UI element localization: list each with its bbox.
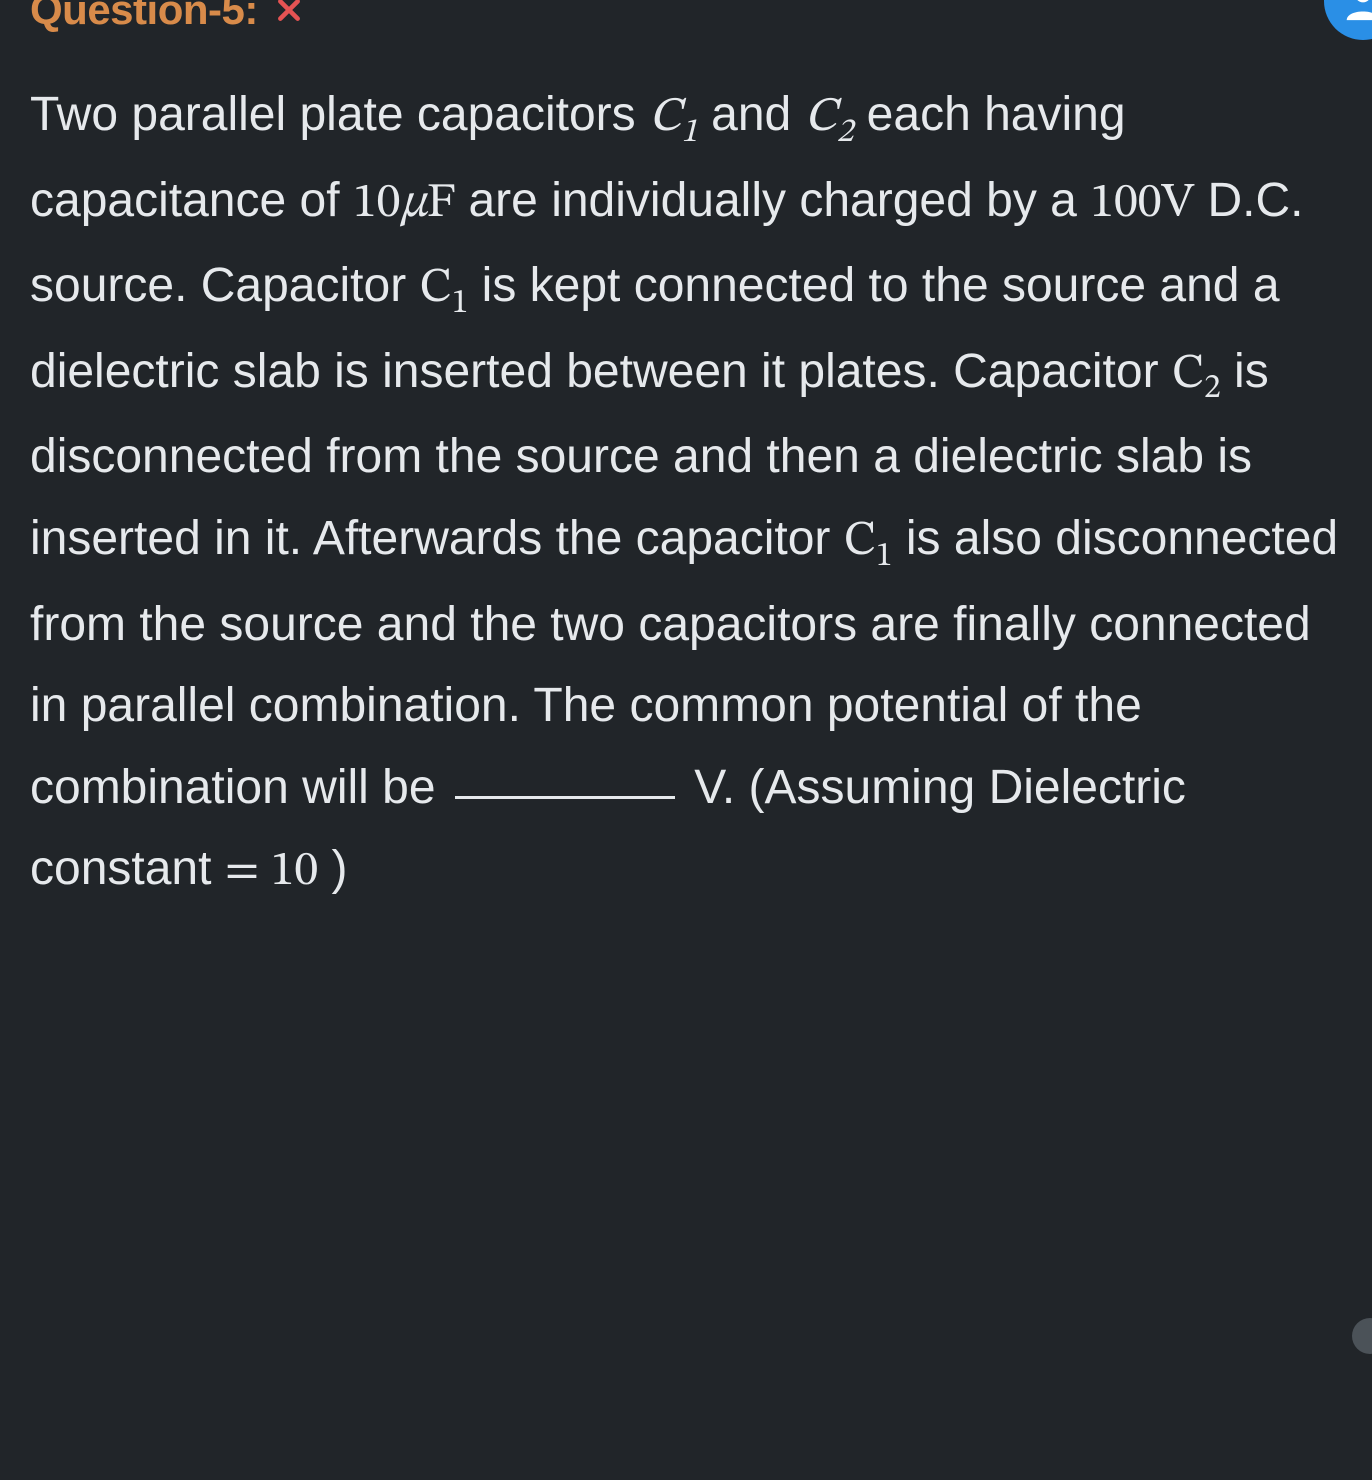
side-floating-button[interactable] bbox=[1352, 1318, 1372, 1354]
val-10: 10 bbox=[353, 180, 401, 228]
text: are individually charged by a bbox=[455, 174, 1090, 227]
c: C bbox=[420, 265, 452, 313]
var-c2b: C2 bbox=[1172, 351, 1221, 399]
sub: 2 bbox=[837, 115, 854, 149]
var-c1b: C1 bbox=[420, 265, 469, 313]
question-container: Question-5: Two parallel plate capacitor… bbox=[0, 0, 1372, 934]
sub: 2 bbox=[1204, 371, 1221, 405]
var-c1: C1 bbox=[649, 94, 698, 142]
c: C bbox=[649, 94, 681, 142]
mu: μ bbox=[400, 180, 427, 228]
text: Two parallel plate capacitors bbox=[30, 88, 649, 141]
sub: 1 bbox=[452, 286, 469, 320]
question-number-label: Question-5: bbox=[30, 0, 258, 34]
var-c2: C2 bbox=[805, 94, 854, 142]
var-c1c: C1 bbox=[844, 518, 893, 566]
unit-v: V bbox=[1161, 180, 1194, 228]
text: ) bbox=[318, 842, 347, 895]
c: C bbox=[844, 518, 876, 566]
question-header: Question-5: bbox=[30, 0, 1352, 34]
val-10b: 10 bbox=[271, 848, 319, 896]
unit-f: F bbox=[427, 180, 455, 228]
c: C bbox=[1172, 351, 1204, 399]
text: and bbox=[698, 88, 805, 141]
sub: 1 bbox=[681, 115, 698, 149]
incorrect-cross-icon bbox=[276, 0, 302, 23]
answer-blank[interactable] bbox=[455, 796, 675, 799]
c: C bbox=[805, 94, 837, 142]
sub: 1 bbox=[876, 539, 893, 573]
val-100: 100 bbox=[1090, 180, 1161, 228]
question-body: Two parallel plate capacitors C1 and C2 … bbox=[30, 74, 1352, 914]
eq: = bbox=[225, 848, 271, 896]
